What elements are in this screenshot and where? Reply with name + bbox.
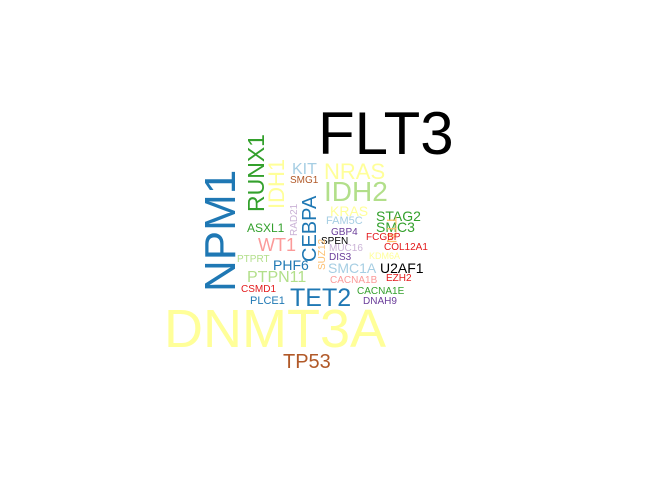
word-smc3: SMC3 <box>376 219 415 235</box>
word-ptpn11: PTPN11 <box>247 269 307 286</box>
word-csmd1: CSMD1 <box>241 284 277 295</box>
word-rad21: RAD21 <box>289 203 300 236</box>
word-smc1a: SMC1A <box>328 260 377 276</box>
word-phf6: PHF6 <box>273 257 309 273</box>
word-flt3: FLT3 <box>318 100 454 167</box>
word-npm1: NPM1 <box>196 169 245 292</box>
word-u2af1: U2AF1 <box>380 260 424 276</box>
word-wt1: WT1 <box>258 235 296 255</box>
word-asxl1: ASXL1 <box>247 221 285 235</box>
word-muc16: MUC16 <box>329 243 363 254</box>
word-spen: SPEN <box>321 236 349 247</box>
word-tet2: TET2 <box>290 284 352 312</box>
word-suz12: SUZ12 <box>317 238 328 270</box>
word-gbp4: GBP4 <box>331 227 358 238</box>
word-nras: NRAS <box>324 159 386 184</box>
word-ezh2: EZH2 <box>386 273 412 284</box>
word-cacna1e: CACNA1E <box>357 286 405 297</box>
word-dnah9: DNAH9 <box>363 296 397 307</box>
word-kras: KRAS <box>330 203 369 219</box>
word-idh2: IDH2 <box>324 176 388 207</box>
word-stag2: STAG2 <box>376 208 421 224</box>
word-col12a1: COL12A1 <box>384 242 428 253</box>
word-cacna1b: CACNA1B <box>330 275 378 286</box>
word-ptprt: PTPRT <box>237 254 270 265</box>
word-fcgbp: FCGBP <box>366 232 401 243</box>
word-fam5c: FAM5C <box>326 215 363 227</box>
word-smg1: SMG1 <box>290 175 319 186</box>
word-dis3: DIS3 <box>329 252 352 263</box>
word-kdm6a: KDM6A <box>369 251 401 261</box>
word-plce1: PLCE1 <box>250 295 285 307</box>
word-dnmt3a: DNMT3A <box>164 299 387 359</box>
word-idh1: IDH1 <box>264 158 289 209</box>
word-tp53: TP53 <box>283 351 331 373</box>
word-kit: KIT <box>292 161 317 178</box>
